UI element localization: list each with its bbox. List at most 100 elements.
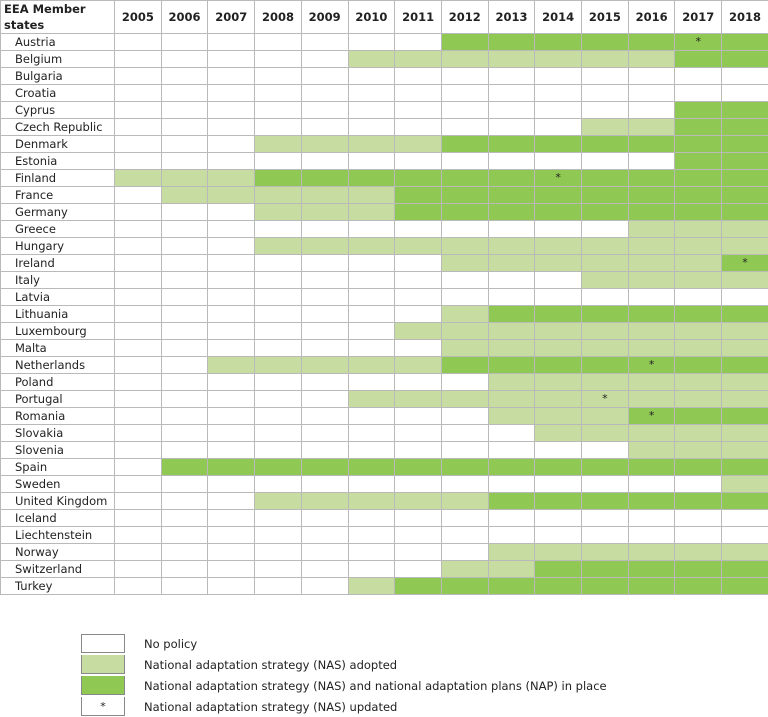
status-cell [348,51,395,68]
status-cell [255,170,302,187]
status-cell [488,391,535,408]
status-cell [441,102,488,119]
status-cell [675,136,722,153]
status-cell [208,561,255,578]
status-cell [441,255,488,272]
legend-swatch [81,676,125,695]
status-cell [675,493,722,510]
table-row: Ireland* [1,255,768,272]
legend-swatch [81,634,125,653]
status-cell [161,357,208,374]
status-cell [535,153,582,170]
table-row: Romania* [1,408,768,425]
status-cell [395,391,442,408]
status-cell [208,510,255,527]
status-cell [115,323,162,340]
table-row: United Kingdom [1,493,768,510]
status-cell [161,323,208,340]
country-label: Sweden [1,476,115,493]
status-cell [161,102,208,119]
status-cell [582,459,629,476]
status-cell [722,136,768,153]
status-cell [535,323,582,340]
country-label: Belgium [1,51,115,68]
status-cell [348,238,395,255]
status-cell [535,391,582,408]
status-cell [208,306,255,323]
status-cell [208,357,255,374]
status-cell [628,578,675,595]
status-cell [488,272,535,289]
table-row: Switzerland [1,561,768,578]
status-cell [675,527,722,544]
status-cell [161,340,208,357]
status-cell [441,204,488,221]
status-cell [722,374,768,391]
legend-label: National adaptation strategy (NAS) adopt… [144,658,397,672]
status-cell [208,119,255,136]
legend-swatch: * [81,697,125,716]
status-cell [488,102,535,119]
status-cell [582,51,629,68]
status-cell [161,85,208,102]
status-cell [582,272,629,289]
status-cell [535,187,582,204]
status-cell [208,136,255,153]
status-cell [722,391,768,408]
status-cell [722,238,768,255]
status-cell [441,51,488,68]
status-cell [255,527,302,544]
status-cell [161,51,208,68]
status-cell [395,187,442,204]
status-cell [115,476,162,493]
status-cell [535,459,582,476]
country-label: Norway [1,544,115,561]
status-cell [488,255,535,272]
status-cell [628,306,675,323]
country-label: United Kingdom [1,493,115,510]
status-cell [208,68,255,85]
status-cell: * [675,34,722,51]
status-cell [161,527,208,544]
status-cell [161,493,208,510]
status-cell [395,153,442,170]
status-cell [722,408,768,425]
status-cell [582,323,629,340]
status-cell [675,221,722,238]
status-cell [115,561,162,578]
status-cell [255,221,302,238]
status-cell [161,306,208,323]
country-label: Italy [1,272,115,289]
status-cell [301,85,348,102]
status-cell [395,85,442,102]
status-cell [348,136,395,153]
table-row: Cyprus [1,102,768,119]
status-cell [301,323,348,340]
status-cell [628,561,675,578]
status-cell: * [722,255,768,272]
status-cell [535,340,582,357]
status-cell [395,459,442,476]
status-cell [628,153,675,170]
status-cell [395,408,442,425]
status-cell [722,68,768,85]
status-cell [208,544,255,561]
status-cell [115,425,162,442]
status-cell [301,391,348,408]
status-cell [488,561,535,578]
status-cell [441,459,488,476]
status-cell [348,34,395,51]
country-label: Finland [1,170,115,187]
status-cell [582,357,629,374]
status-cell [628,85,675,102]
status-cell [628,289,675,306]
status-cell [441,136,488,153]
status-cell [628,68,675,85]
year-header: 2007 [208,1,255,34]
status-cell [675,255,722,272]
year-header: 2005 [115,1,162,34]
table-row: Malta [1,340,768,357]
year-header: 2006 [161,1,208,34]
status-cell [628,187,675,204]
